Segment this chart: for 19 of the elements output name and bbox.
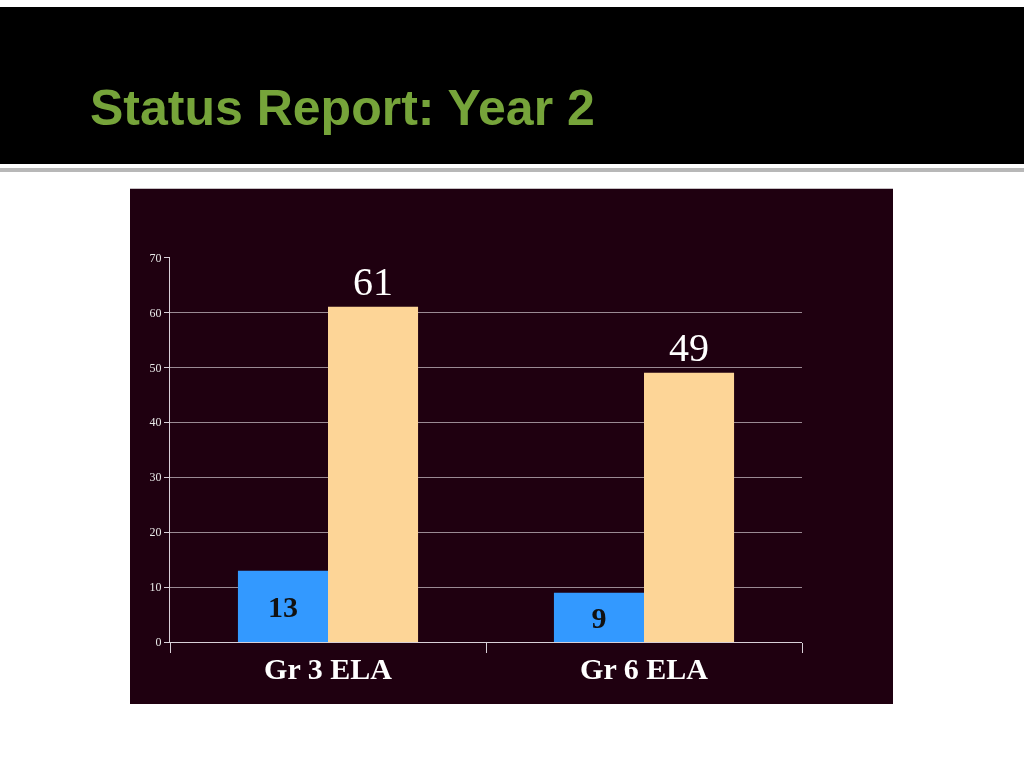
y-tick-label: 70 [149, 250, 162, 265]
y-tick-label: 20 [149, 525, 162, 540]
y-tick-label: 30 [149, 470, 162, 485]
y-tick-label: 50 [149, 360, 162, 375]
bar [644, 372, 735, 643]
data-label: 49 [669, 324, 710, 370]
y-tick-label: 60 [149, 305, 162, 320]
bar [553, 592, 644, 643]
data-label: 61 [353, 258, 394, 304]
x-tick-label: Gr 3 ELA [264, 652, 393, 686]
y-tick-label: 10 [149, 580, 162, 595]
y-tick-label: 40 [149, 415, 162, 430]
data-label: 9 [591, 600, 607, 634]
data-label: 13 [267, 589, 298, 623]
bar [328, 306, 419, 643]
y-tick-label: 0 [155, 635, 162, 650]
x-tick-label: Gr 6 ELA [580, 652, 709, 686]
bar [237, 570, 328, 643]
chart-title: Status Report: Year 2 [90, 79, 595, 136]
